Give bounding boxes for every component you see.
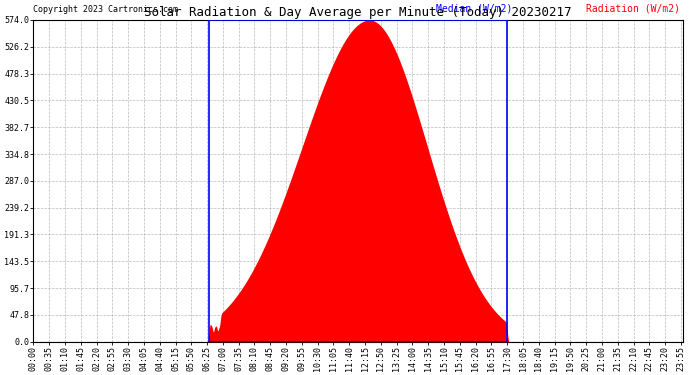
Text: Copyright 2023 Cartronics.com: Copyright 2023 Cartronics.com xyxy=(33,4,178,13)
Text: Radiation (W/m2): Radiation (W/m2) xyxy=(586,3,680,13)
Text: Median (W/m2): Median (W/m2) xyxy=(436,3,513,13)
Title: Solar Radiation & Day Average per Minute (Today) 20230217: Solar Radiation & Day Average per Minute… xyxy=(144,6,572,19)
Bar xyxy=(209,20,507,342)
